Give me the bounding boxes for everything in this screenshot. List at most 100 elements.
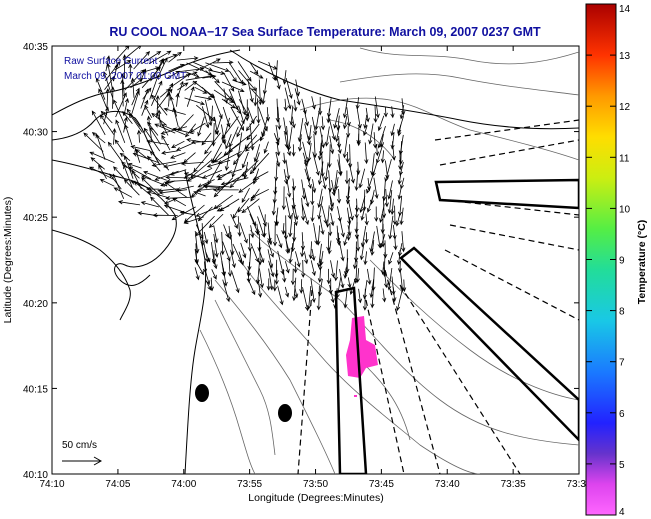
current-vector [201,106,210,129]
current-vector [168,51,182,63]
current-vector [150,94,168,116]
current-vector [301,204,309,226]
current-vector [123,164,133,189]
current-vector [383,106,388,118]
coastline-nj [52,229,131,321]
current-vector [364,232,369,244]
current-vector [337,142,342,154]
current-vector [140,201,160,208]
current-vector [221,117,230,144]
current-vector [217,150,242,164]
current-vector [229,168,249,189]
marker-dot [195,384,209,402]
current-vector [295,251,301,268]
current-vector [133,181,152,197]
current-vector [112,127,117,145]
current-vector [127,162,142,169]
current-vector [277,285,284,306]
current-vector [281,186,286,211]
current-vector [276,233,283,249]
current-vector [398,151,403,171]
current-vector [216,168,242,178]
current-vector [306,286,312,310]
current-vector [390,198,395,216]
current-vector [266,278,271,291]
current-vector [373,105,378,123]
current-vector [238,90,247,116]
current-vector [345,186,351,205]
current-vector [370,153,375,176]
current-vector [90,157,105,170]
y-axis-ticks: 40:10 40:15 40:20 40:25 40:30 40:35 [23,42,579,481]
current-vector [329,135,335,155]
current-vector [297,134,303,152]
current-vector [189,122,206,133]
current-vector [130,145,151,151]
current-vector [161,134,171,151]
current-vector [122,54,127,79]
current-vector [95,133,106,160]
current-vector [247,107,255,125]
current-vector [213,150,233,163]
current-vector [311,96,316,110]
current-vector [399,105,405,120]
current-vector [113,63,119,82]
current-vector [98,88,108,108]
current-vector [128,63,133,78]
current-vector [387,267,393,291]
shipping-lane-line [439,139,579,166]
current-vector [113,166,125,179]
current-vector [346,216,351,241]
current-vector [383,267,389,289]
current-vector [275,124,281,143]
x-tick-label: 73:45 [369,479,394,490]
current-vector [113,46,130,63]
current-vector [294,88,301,106]
current-vector [317,142,323,161]
current-vector [282,152,287,165]
current-vector [292,197,299,221]
current-vector [250,243,259,263]
current-vector [303,108,309,127]
current-vector [303,188,310,208]
current-vector [249,61,259,75]
current-vector [268,260,275,278]
current-vector [180,161,204,166]
current-vector [158,189,188,195]
current-vector [212,187,239,192]
current-vector [231,270,240,294]
current-vector [390,106,395,119]
current-vector [238,251,244,266]
current-vector [300,241,305,258]
y-tick-label: 40:10 [23,470,48,481]
current-vector [128,166,152,180]
current-vector [343,234,348,246]
current-vector [110,86,115,109]
current-vector [223,72,235,92]
current-vector [205,62,230,72]
current-vector [183,216,204,225]
current-vector [163,107,186,115]
current-vector [328,188,334,212]
current-vector [396,288,404,312]
current-vector [253,144,261,163]
current-vector [250,188,260,202]
current-vector [342,135,348,159]
current-vector [157,109,162,127]
current-vector [312,179,317,194]
current-vector [143,170,167,181]
current-vector [154,123,176,134]
current-vector [397,261,403,273]
current-vector [336,232,342,247]
current-vector [130,78,144,89]
current-vector [317,188,323,209]
current-vector [144,104,153,118]
current-vector [98,164,107,180]
current-vector [258,106,268,132]
current-vector [201,132,212,146]
shipping-lane-line [444,249,579,321]
current-vector [238,177,260,193]
current-vector [99,114,115,136]
current-vector [313,223,319,246]
